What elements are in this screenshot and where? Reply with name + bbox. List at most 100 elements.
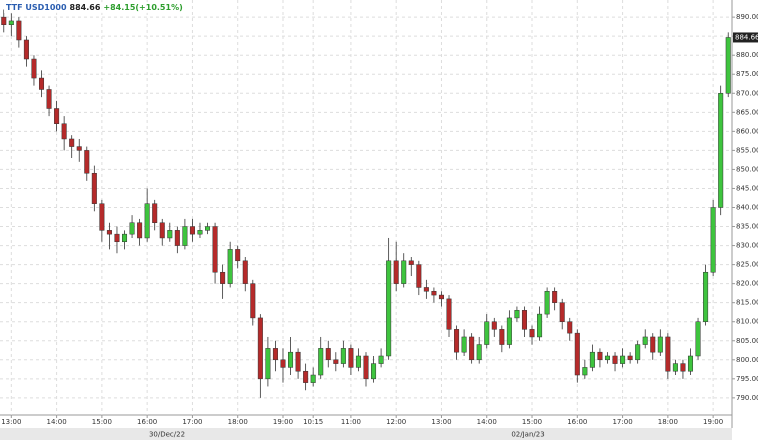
candle-body — [393, 260, 399, 284]
candle-body — [446, 298, 452, 330]
x-tick-label: 16:00 — [567, 418, 587, 426]
candle-body — [8, 20, 14, 25]
candle-body — [703, 271, 709, 322]
x-tick-label: 15:00 — [522, 418, 542, 426]
candle-body — [725, 37, 731, 94]
candle-body — [61, 123, 67, 140]
y-tick-label: 890.00 — [736, 13, 758, 21]
candle-body — [665, 336, 671, 372]
y-tick-label: 875.00 — [736, 70, 758, 78]
y-tick-label: 850.00 — [736, 165, 758, 173]
candle-body — [205, 226, 211, 231]
candle-body — [295, 351, 301, 372]
x-tick-label: 10:15 — [303, 418, 323, 426]
candle-body — [318, 348, 324, 376]
x-tick-label: 17:00 — [182, 418, 202, 426]
y-tick-label: 835.00 — [736, 223, 758, 231]
candle-body — [265, 348, 271, 380]
date-label: 02/Jan/23 — [511, 431, 544, 439]
y-tick-label: 870.00 — [736, 89, 758, 97]
candle-body — [220, 271, 226, 284]
y-tick-label: 790.00 — [736, 394, 758, 402]
candle-body — [1, 16, 7, 25]
candle-body — [46, 89, 52, 109]
candle-body — [469, 336, 475, 361]
candle-body — [212, 226, 218, 273]
candle-body — [144, 203, 150, 239]
candle-body — [159, 222, 165, 239]
candle-body — [506, 317, 512, 345]
candle-body — [99, 203, 105, 231]
candle-body — [348, 348, 354, 368]
x-tick-label: 18:00 — [228, 418, 248, 426]
candle-body — [280, 359, 286, 368]
candle-body — [612, 355, 618, 364]
candle-body — [431, 291, 437, 296]
candle-body — [401, 260, 407, 284]
candle-body — [122, 233, 128, 243]
candle-body — [84, 150, 90, 174]
candle-body — [537, 313, 543, 338]
candle-body — [333, 359, 339, 364]
y-tick-label: 865.00 — [736, 108, 758, 116]
candle-body — [627, 355, 633, 361]
y-tick-label: 855.00 — [736, 146, 758, 154]
candle-body — [408, 260, 414, 265]
candle-body — [552, 291, 558, 303]
y-tick-label: 815.00 — [736, 299, 758, 307]
last-price-box — [733, 32, 758, 43]
candle-body — [227, 249, 233, 284]
last-price-label: 884.66 — [735, 33, 758, 41]
date-strip — [0, 428, 732, 440]
candle-body — [355, 355, 361, 368]
candle-body — [189, 226, 195, 235]
candle-body — [672, 363, 678, 372]
candle-body — [544, 291, 550, 315]
candle-body — [23, 39, 29, 60]
candle-body — [710, 207, 716, 273]
candle-body — [461, 336, 467, 353]
candle-body — [182, 226, 188, 246]
candle-body — [582, 367, 588, 376]
y-tick-label: 880.00 — [736, 51, 758, 59]
x-tick-label: 13:00 — [1, 418, 21, 426]
candle-body — [69, 138, 75, 147]
candle-body — [476, 344, 482, 361]
candle-body — [491, 321, 497, 330]
candle-body — [38, 77, 45, 90]
candle-body — [303, 370, 309, 383]
candle-body — [597, 351, 603, 361]
x-tick-label: 18:00 — [658, 418, 678, 426]
candle-body — [167, 230, 173, 239]
x-tick-label: 15:00 — [92, 418, 112, 426]
candle-body — [250, 283, 256, 319]
x-tick-label: 19:00 — [273, 418, 293, 426]
candle-body — [114, 233, 120, 243]
x-tick-label: 12:00 — [386, 418, 406, 426]
y-tick-label: 800.00 — [736, 356, 758, 364]
candle-body — [416, 264, 422, 288]
candle-body — [325, 348, 331, 361]
candle-body — [272, 348, 278, 361]
candle-body — [288, 351, 294, 368]
date-label: 30/Dec/22 — [149, 431, 185, 439]
candle-body — [559, 302, 565, 322]
x-tick-label: 13:00 — [431, 418, 451, 426]
last-price: 884.66 — [69, 3, 101, 12]
y-tick-label: 830.00 — [736, 242, 758, 250]
x-tick-label: 16:00 — [137, 418, 157, 426]
candle-body — [152, 203, 158, 223]
candle-body — [378, 355, 384, 364]
y-tick-label: 825.00 — [736, 261, 758, 269]
candle-body — [514, 310, 520, 319]
x-tick-label: 14:00 — [477, 418, 497, 426]
candle-body — [642, 336, 648, 345]
candle-body — [589, 351, 595, 368]
candle-body — [54, 108, 60, 124]
y-tick-label: 845.00 — [736, 184, 758, 192]
candle-body — [363, 355, 369, 380]
candle-body — [529, 329, 535, 338]
candle-body — [635, 344, 641, 361]
candle-body — [604, 355, 610, 361]
